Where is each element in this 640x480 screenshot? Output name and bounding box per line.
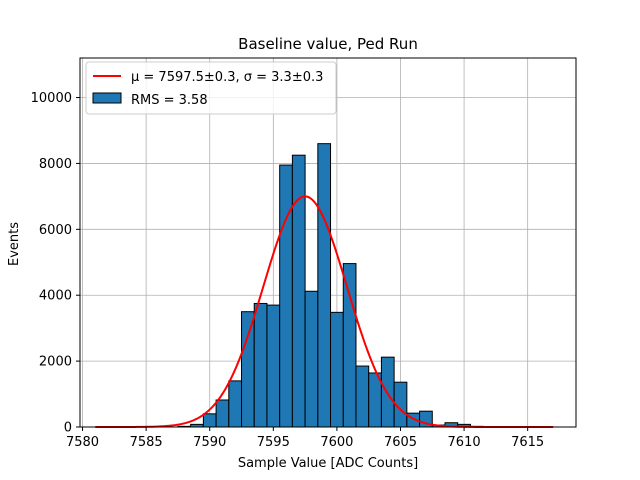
plot-frame <box>79 57 577 428</box>
legend-fit-label: μ = 7597.5±0.3, σ = 3.3±0.3 <box>131 70 323 85</box>
y-tick-label: 0 <box>64 421 72 436</box>
x-tick-label: 7600 <box>320 435 353 450</box>
y-tick-label: 8000 <box>39 157 72 172</box>
histogram-bar <box>317 143 332 428</box>
histogram-bar <box>342 263 357 428</box>
histogram-bar <box>215 399 230 428</box>
chart-title: Baseline value, Ped Run <box>238 35 418 53</box>
histogram-bar <box>304 290 319 428</box>
y-tick-label: 6000 <box>39 223 72 238</box>
x-tick-label: 7585 <box>130 435 163 450</box>
y-axis-ticks: 0 2000 4000 6000 8000 10000 <box>31 91 80 436</box>
x-tick-label: 7595 <box>257 435 290 450</box>
legend-histogram-swatch <box>92 92 122 104</box>
histogram-bar <box>330 311 344 428</box>
x-tick-label: 7615 <box>511 435 544 450</box>
x-tick-label: 7605 <box>384 435 417 450</box>
histogram-bar <box>253 302 268 428</box>
y-tick-label: 4000 <box>39 289 72 304</box>
x-axis-ticks: 7580 7585 7590 7595 7600 7605 7610 7615 <box>66 427 544 450</box>
legend-box <box>85 61 337 115</box>
legend-histogram-label: RMS = 3.58 <box>131 93 208 108</box>
x-tick-label: 7580 <box>66 435 99 450</box>
histogram-bar <box>202 413 217 428</box>
histogram-bar <box>355 365 370 428</box>
histogram-bar <box>266 304 281 428</box>
y-axis-label: Events <box>7 222 22 266</box>
histogram-bar <box>241 311 255 428</box>
y-tick-label: 2000 <box>39 355 72 370</box>
x-tick-label: 7590 <box>193 435 226 450</box>
y-tick-label: 10000 <box>31 91 72 106</box>
histogram-bar <box>279 164 293 428</box>
legend: μ = 7597.5±0.3, σ = 3.3±0.3 RMS = 3.58 <box>85 61 337 115</box>
x-tick-label: 7610 <box>448 435 481 450</box>
histogram-bar <box>228 380 243 428</box>
x-axis-label: Sample Value [ADC Counts] <box>238 456 418 471</box>
